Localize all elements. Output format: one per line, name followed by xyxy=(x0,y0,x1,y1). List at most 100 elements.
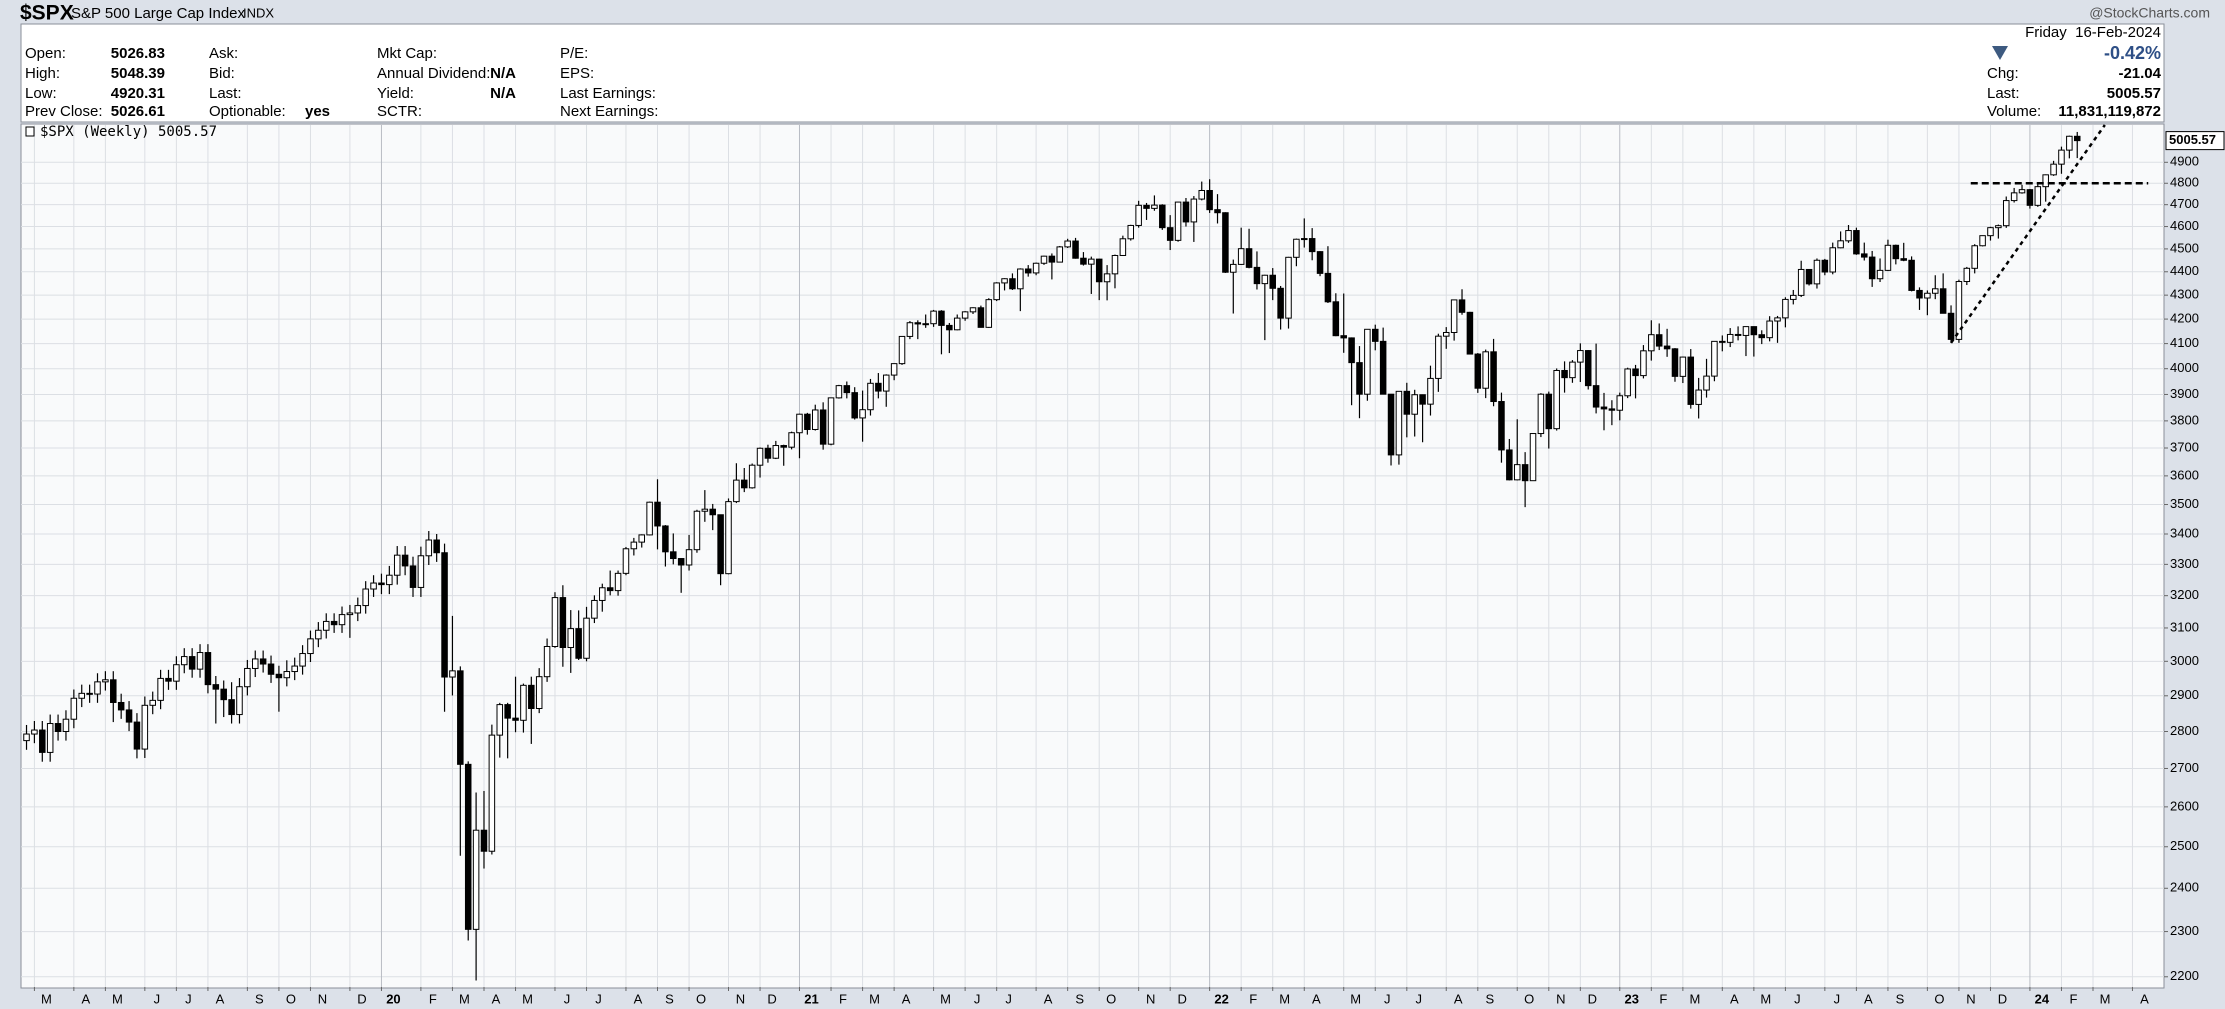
candle-body xyxy=(1663,345,1671,350)
x-tick-label: M xyxy=(1350,991,1361,1006)
x-tick-label: M xyxy=(940,991,951,1006)
candle-body xyxy=(985,299,993,328)
y-tick-label: 3700 xyxy=(2170,439,2199,454)
candle-body xyxy=(1679,356,1687,377)
candle-body xyxy=(259,658,267,665)
candle-body xyxy=(535,676,543,710)
candle-body xyxy=(2002,200,2010,227)
candle-body xyxy=(1387,393,1395,456)
candle-body xyxy=(1490,351,1497,403)
candle-body xyxy=(188,656,196,670)
candle-body xyxy=(827,397,835,445)
candle-body xyxy=(228,699,235,716)
y-tick-label: 2500 xyxy=(2170,838,2199,853)
candle-body xyxy=(1340,335,1347,339)
candle-body xyxy=(1711,340,1718,377)
candle-body xyxy=(1884,244,1892,271)
candle-body xyxy=(307,638,314,655)
candle-body xyxy=(1687,356,1695,405)
candle-body xyxy=(591,599,598,619)
candle-body xyxy=(1064,240,1071,248)
candle-body xyxy=(267,663,275,675)
x-tick-label: D xyxy=(1588,991,1597,1006)
quote-label: Yield: xyxy=(377,85,414,102)
candle-body xyxy=(425,539,433,557)
x-tick-label: 22 xyxy=(1214,991,1228,1006)
candle-body xyxy=(796,413,803,434)
x-tick-label: D xyxy=(1998,991,2007,1006)
x-tick-label: M xyxy=(1279,991,1290,1006)
candle-body xyxy=(393,554,401,576)
quote-label: Last Earnings: xyxy=(560,85,656,102)
quote-value: N/A xyxy=(490,85,516,102)
candle-body xyxy=(1995,225,2002,229)
candle-body xyxy=(1119,238,1127,256)
candle-body xyxy=(78,692,85,699)
candle-body xyxy=(938,310,945,326)
candle-body xyxy=(1545,393,1553,430)
x-tick-label: D xyxy=(1177,991,1186,1006)
candle-body xyxy=(953,317,961,331)
candle-body xyxy=(1939,288,1947,314)
x-tick-label: J xyxy=(1384,991,1391,1006)
candle-body xyxy=(1127,224,1135,240)
candle-body xyxy=(1561,369,1568,379)
candle-body xyxy=(882,374,890,392)
candle-body xyxy=(133,721,141,750)
candle-body xyxy=(1947,312,1955,340)
candle-body xyxy=(583,617,590,659)
x-tick-label: N xyxy=(1966,991,1975,1006)
y-tick-label: 3200 xyxy=(2170,587,2199,602)
candle-body xyxy=(1553,369,1560,430)
candle-body xyxy=(622,548,630,574)
x-tick-label: A xyxy=(1312,991,1321,1006)
candle-body xyxy=(1861,253,1868,258)
y-tick-label: 2800 xyxy=(2170,723,2199,738)
x-tick-label: D xyxy=(767,991,776,1006)
summary-label: Chg: xyxy=(1987,65,2019,82)
y-tick-label: 2400 xyxy=(2170,880,2199,895)
x-tick-label: M xyxy=(459,991,470,1006)
candle-body xyxy=(1584,350,1592,387)
candle-body xyxy=(520,684,527,721)
candle-body xyxy=(464,763,472,930)
candle-body xyxy=(1166,227,1174,241)
candle-body xyxy=(1797,268,1805,296)
candle-body xyxy=(969,307,977,313)
candle-body xyxy=(1190,198,1198,223)
candle-body xyxy=(851,392,858,419)
candle-body xyxy=(914,322,922,325)
candle-body xyxy=(1616,395,1624,411)
exchange: INDX xyxy=(243,5,274,20)
candle-body xyxy=(741,479,748,489)
summary-value: 5005.57 xyxy=(2107,85,2161,102)
candle-body xyxy=(1095,258,1103,283)
candle-body xyxy=(2034,186,2042,206)
symbol: $SPX xyxy=(20,2,74,25)
legend-text: $SPX (Weekly) 5005.57 xyxy=(40,124,217,140)
candle-body xyxy=(1908,259,1915,291)
candle-body xyxy=(354,605,362,614)
candle-body xyxy=(685,549,693,566)
candle-body xyxy=(819,409,827,445)
candle-body xyxy=(1301,238,1308,241)
candle-body xyxy=(559,597,567,649)
quote-label: Last: xyxy=(209,85,242,102)
candle-body xyxy=(748,464,756,489)
x-tick-label: 21 xyxy=(804,991,818,1006)
candle-body xyxy=(1506,449,1513,481)
y-tick-label: 3900 xyxy=(2170,386,2199,401)
x-tick-label: N xyxy=(736,991,745,1006)
candle-body xyxy=(1963,267,1971,283)
x-tick-label: A xyxy=(1864,991,1873,1006)
candle-body xyxy=(1435,335,1442,379)
x-tick-label: N xyxy=(318,991,327,1006)
quote-date: Friday 16-Feb-2024 xyxy=(2025,24,2161,41)
candle-body xyxy=(46,723,54,753)
candle-body xyxy=(346,612,354,616)
candle-body xyxy=(1537,393,1545,435)
y-tick-label: 4600 xyxy=(2170,218,2199,233)
candle-body xyxy=(1072,240,1079,259)
candle-body xyxy=(709,508,716,516)
summary-value: -21.04 xyxy=(2118,65,2161,82)
